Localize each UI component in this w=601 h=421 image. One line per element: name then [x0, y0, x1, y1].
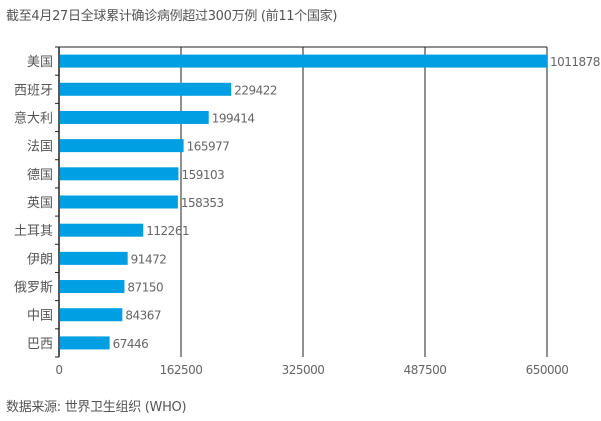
category-label: 伊朗	[27, 252, 53, 267]
category-label: 德国	[27, 168, 53, 183]
category-label: 英国	[27, 196, 53, 211]
x-tick-label: 487500	[404, 363, 447, 377]
value-label: 91472	[131, 252, 167, 266]
bar	[60, 139, 184, 153]
bar	[60, 82, 232, 96]
bar	[60, 251, 128, 265]
category-label: 巴西	[27, 337, 53, 352]
value-label: 199414	[212, 111, 255, 125]
bar	[60, 167, 179, 181]
bar	[60, 336, 110, 350]
bar	[60, 223, 144, 237]
value-label: 158353	[181, 196, 224, 210]
value-label: 1011878	[550, 55, 600, 69]
x-tick-label: 650000	[526, 363, 569, 377]
category-label: 中国	[27, 309, 53, 324]
x-tick-label: 162500	[160, 363, 203, 377]
x-tick-label: 0	[55, 363, 62, 377]
bar	[60, 54, 547, 68]
category-label: 西班牙	[14, 83, 53, 98]
value-label: 67446	[113, 337, 149, 351]
bar	[60, 280, 125, 294]
value-label: 87150	[127, 281, 163, 295]
data-source: 数据来源: 世界卫生组织 (WHO)	[6, 400, 187, 415]
value-label: 165977	[187, 140, 230, 154]
value-label: 159103	[181, 168, 224, 182]
value-label: 84367	[125, 309, 161, 323]
category-label: 俄罗斯	[14, 281, 53, 296]
category-label: 法国	[27, 140, 53, 155]
bar	[60, 110, 209, 124]
chart-title: 截至4月27日全球累计确诊病例超过300万例 (前11个国家)	[6, 9, 338, 24]
value-label: 229422	[234, 83, 277, 97]
bar	[60, 308, 123, 322]
category-label: 土耳其	[14, 224, 53, 239]
value-label: 112261	[146, 224, 189, 238]
category-label: 美国	[27, 55, 53, 70]
x-tick-label: 325000	[282, 363, 325, 377]
category-label: 意大利	[14, 110, 53, 126]
bar	[60, 195, 178, 209]
